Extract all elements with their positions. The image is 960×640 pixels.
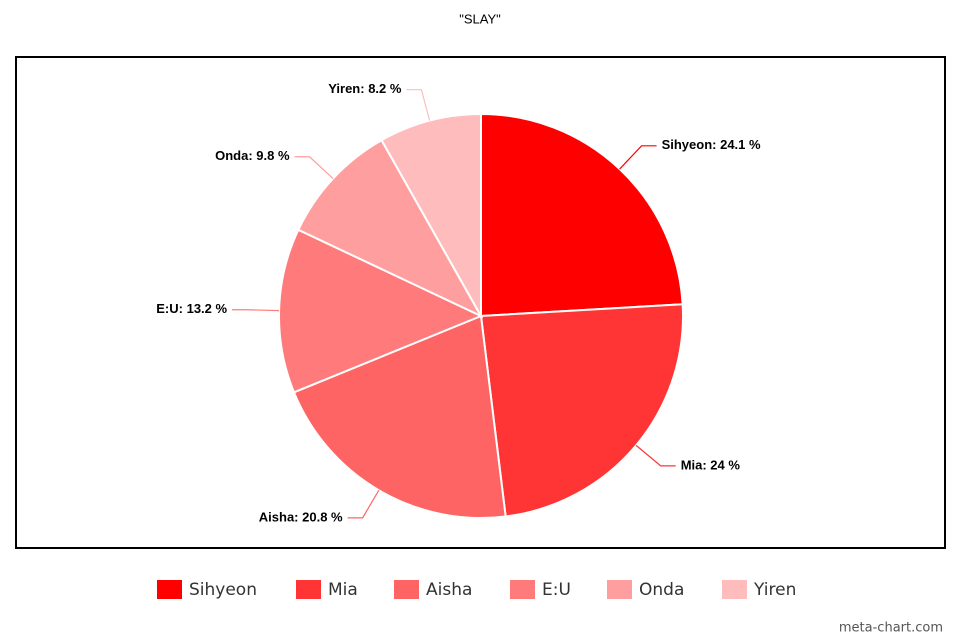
plot-frame [15,56,946,549]
legend-swatch [607,580,632,599]
pie-slice [479,303,685,518]
legend-label: Aisha [426,580,472,600]
pie-slice [480,112,684,318]
leader-line [232,309,280,312]
pie-slice [278,228,484,394]
legend-swatch [157,580,182,599]
leader-line [619,145,657,170]
data-label: Aisha: 20.8 % [259,509,343,524]
watermark: meta-chart.com [839,621,943,636]
legend-swatch [394,580,419,599]
leader-line [294,156,334,179]
leader-line [406,89,431,121]
leader-line [347,489,380,519]
legend-label: Sihyeon [189,580,257,600]
legend-label: Onda [639,580,684,600]
data-label: E:U: 13.2 % [156,301,227,316]
pie-slice [296,138,484,319]
data-label: Yiren: 8.2 % [328,81,402,96]
leader-line [635,444,676,467]
pie-slice [380,112,482,320]
legend-swatch [722,580,747,599]
data-label: Onda: 9.8 % [215,148,290,163]
chart-title: "SLAY" [459,11,501,26]
data-label: Sihyeon: 24.1 % [662,137,761,152]
legend-label: Yiren [753,580,796,600]
legend-swatch [296,580,321,599]
data-label: Mia: 24 % [681,457,741,472]
legend-label: E:U [542,580,571,600]
legend-label: Mia [328,580,358,600]
pie-slice [292,314,507,519]
legend-swatch [510,580,535,599]
